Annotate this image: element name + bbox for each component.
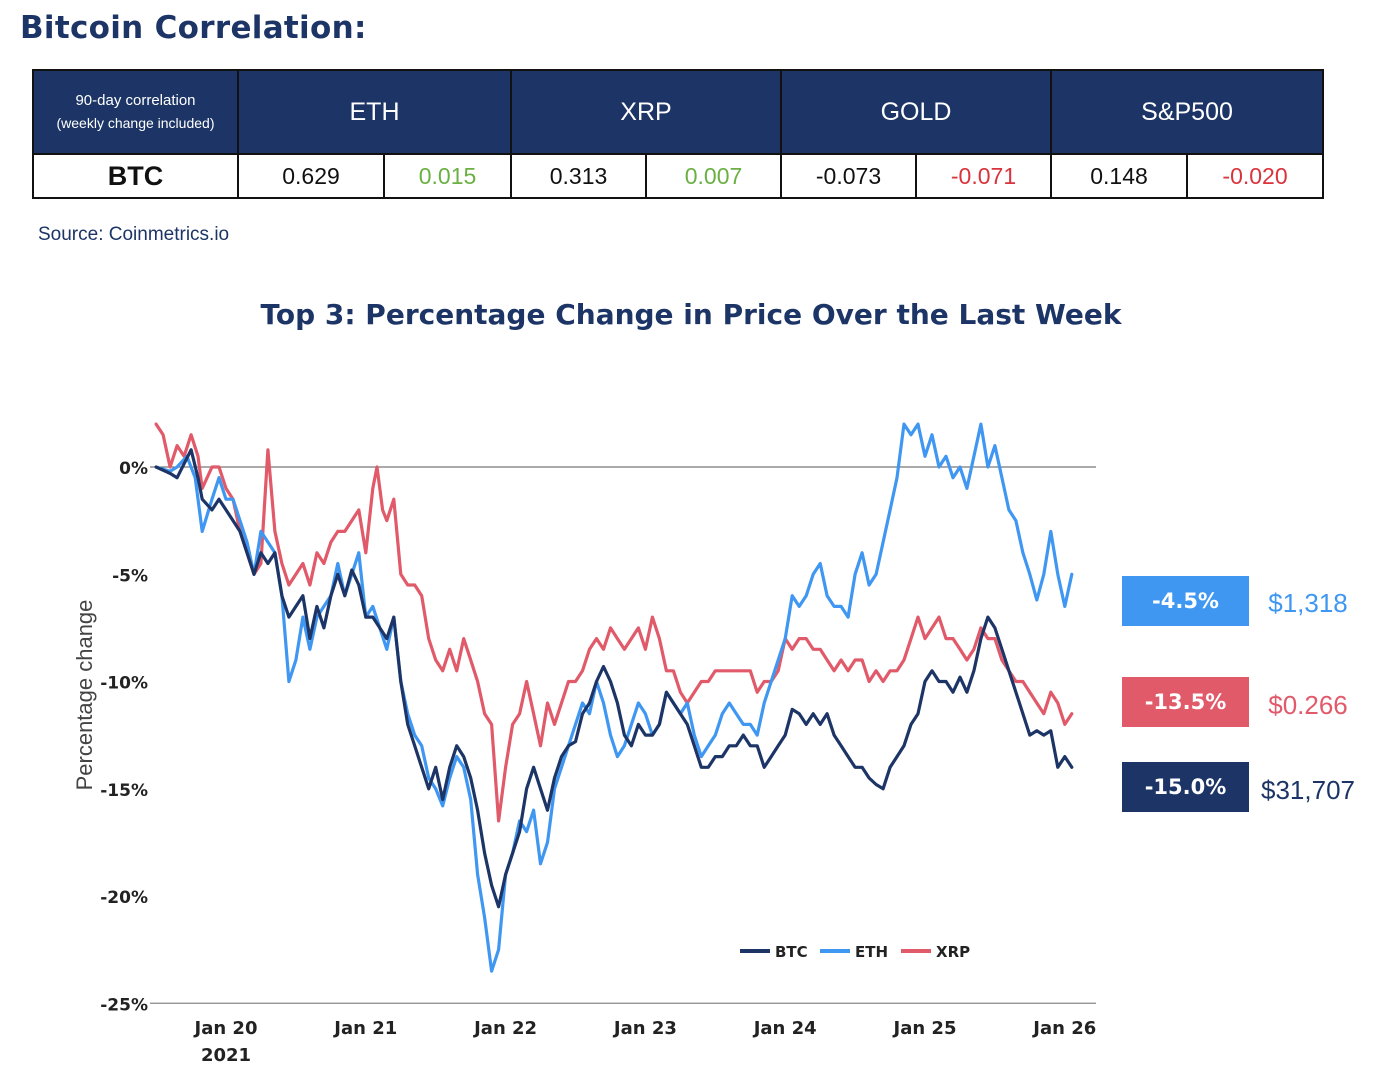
y-axis-label: Percentage change <box>72 600 97 791</box>
eth-change-badge: -4.5% <box>1122 576 1249 626</box>
table-corner-label: 90-day correlation (weekly change includ… <box>32 69 239 155</box>
corr-sp500: 0.148 <box>1050 153 1189 199</box>
x-tick-label: Jan 26 <box>1031 1018 1096 1039</box>
xrp-price-label: $0.266 <box>1268 690 1348 720</box>
table-row: BTC 0.629 0.015 0.313 0.007 -0.073 -0.07… <box>32 153 1325 199</box>
legend-label-btc: BTC <box>775 943 808 961</box>
x-tick-label: Jan 23 <box>612 1018 677 1039</box>
x-tick-label: Jan 25 <box>892 1018 957 1039</box>
change-gold: -0.071 <box>914 153 1053 199</box>
legend-label-xrp: XRP <box>936 943 970 961</box>
corr-eth: 0.629 <box>237 153 385 199</box>
corr-xrp: 0.313 <box>510 153 647 199</box>
corr-gold: -0.073 <box>780 153 917 199</box>
x-tick-label: Jan 24 <box>752 1018 817 1039</box>
change-xrp: 0.007 <box>645 153 782 199</box>
x-tick-label: Jan 20 <box>193 1018 258 1039</box>
eth-price-label: $1,318 <box>1268 588 1348 618</box>
column-header-gold: GOLD <box>779 69 1053 155</box>
series-line-btc <box>154 448 1074 909</box>
x-tick-label: Jan 21 <box>332 1018 397 1039</box>
y-tick-label: -20% <box>100 888 148 908</box>
btc-price-label: $31,707 <box>1261 775 1355 805</box>
y-tick-label: -25% <box>100 995 148 1015</box>
y-tick-label: -5% <box>112 566 148 586</box>
btc-change-badge: -15.0% <box>1122 762 1249 812</box>
series-line-xrp <box>154 422 1074 823</box>
x-tick-label: Jan 22 <box>472 1018 537 1039</box>
column-header-eth: ETH <box>237 69 512 155</box>
change-sp500: -0.020 <box>1186 153 1325 199</box>
legend-label-eth: ETH <box>855 943 888 961</box>
xrp-change-badge: -13.5% <box>1122 677 1249 727</box>
page-title: Bitcoin Correlation: <box>20 10 367 46</box>
change-eth: 0.015 <box>383 153 512 199</box>
source-note: Source: Coinmetrics.io <box>38 224 230 245</box>
x-tick-sublabel: 2021 <box>201 1045 251 1066</box>
y-tick-label: -15% <box>100 781 148 801</box>
series-line-eth <box>154 422 1074 973</box>
table-header-row: 90-day correlation (weekly change includ… <box>32 69 1325 155</box>
corner-line-2: (weekly change included) <box>56 114 215 131</box>
column-header-xrp: XRP <box>510 69 782 155</box>
corner-line-1: 90-day correlation <box>75 91 196 109</box>
y-tick-label: -10% <box>100 674 148 694</box>
y-tick-label: 0% <box>119 459 148 479</box>
row-label-btc: BTC <box>32 153 239 199</box>
column-header-sp500: S&P500 <box>1050 69 1325 155</box>
chart-title: Top 3: Percentage Change in Price Over t… <box>260 298 1122 331</box>
correlation-table: 90-day correlation (weekly change includ… <box>32 69 1325 199</box>
